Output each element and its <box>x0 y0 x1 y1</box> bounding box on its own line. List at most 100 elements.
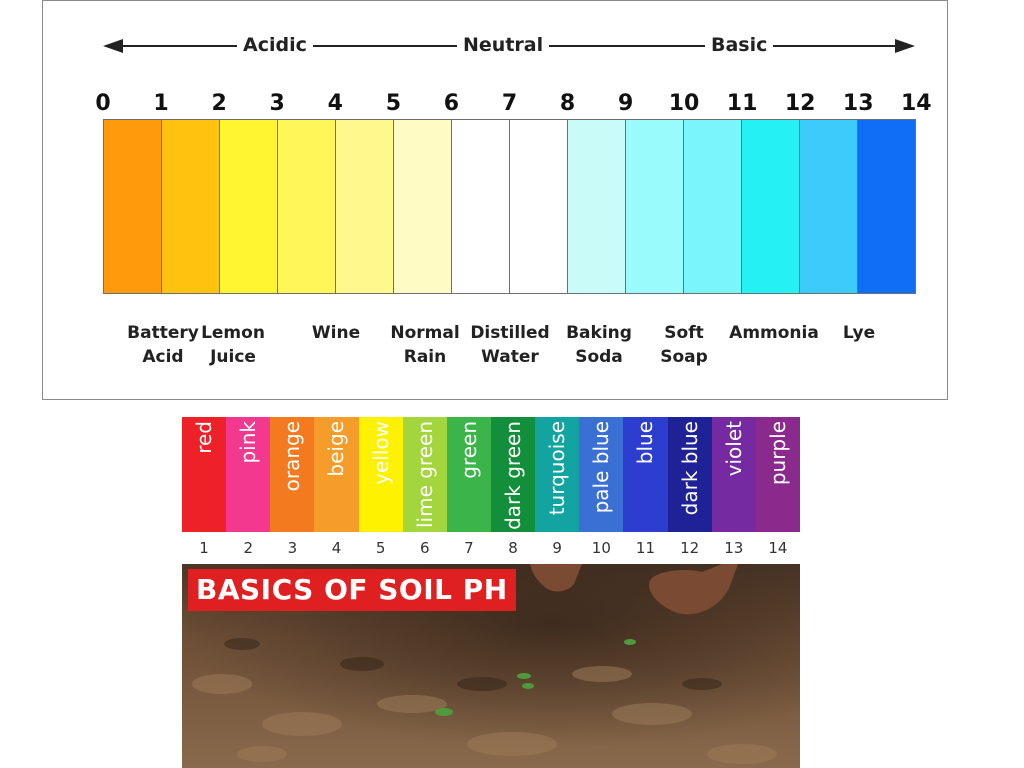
soil-ph-title: BASICS OF SOIL PH <box>188 569 516 611</box>
soil-color-block: dark blue <box>667 417 712 532</box>
soil-color-block: beige <box>314 417 359 532</box>
soil-color-block: turquoise <box>535 417 580 532</box>
soil-number: 3 <box>287 539 298 557</box>
soil-ph-image: red pink orange beige yellow lime green green d… <box>182 417 800 768</box>
soil-clods <box>192 666 777 764</box>
soil-color-name: turquoise <box>545 421 570 516</box>
ph-number: 5 <box>385 91 401 116</box>
soil-color-name: blue <box>633 421 658 465</box>
ph-example-line: Wine <box>311 323 361 343</box>
ph-example-label: Baking Soda <box>554 321 644 369</box>
ph-example-line: Normal <box>390 323 460 343</box>
soil-number: 6 <box>420 539 430 557</box>
ph-example-line: Water <box>481 347 539 367</box>
soil-number: 13 <box>724 539 744 557</box>
soil-color-name: pink <box>236 421 261 464</box>
ph-example-label: Ammonia <box>729 321 819 369</box>
soil-number: 1 <box>199 539 209 557</box>
soil-color-block: pale blue <box>579 417 624 532</box>
ph-example-line: Distilled <box>470 323 550 343</box>
soil-number: 12 <box>680 539 700 557</box>
ph-number: 4 <box>327 91 343 116</box>
ph-examples: Battery Acid Lemon Juice Wine Normal Rain Dist… <box>43 321 949 381</box>
ph-example-line: Juice <box>210 347 256 367</box>
ph-segment <box>278 120 336 293</box>
ph-example-label: Lye <box>814 321 904 369</box>
ph-segment <box>510 120 568 293</box>
soil-color-name: beige <box>324 421 349 477</box>
ph-segment <box>626 120 684 293</box>
ph-number: 8 <box>559 91 576 116</box>
ph-segment <box>568 120 626 293</box>
soil-photo <box>182 564 800 768</box>
ph-number: 10 <box>668 91 700 116</box>
ph-example-line: Soap <box>660 347 708 367</box>
ph-segment <box>800 120 858 293</box>
seedling-icons <box>435 639 636 716</box>
soil-color-block: dark green <box>490 417 536 532</box>
soil-color-name: purple <box>765 421 790 486</box>
ph-example-label: Battery Acid <box>118 321 208 369</box>
soil-color-name: red <box>192 421 217 454</box>
ph-segment <box>220 120 278 293</box>
ph-segment <box>452 120 510 293</box>
soil-color-name: yellow <box>368 421 393 485</box>
ph-segment <box>684 120 742 293</box>
ph-example-label: Normal Rain <box>380 321 470 369</box>
soil-number: 2 <box>243 539 253 557</box>
soil-color-block: yellow <box>358 417 403 532</box>
ph-number: 3 <box>269 91 285 116</box>
ph-segment <box>742 120 800 293</box>
ph-scale-chart: Acidic Neutral Basic 0 1 2 3 4 5 6 7 8 9 10 11 12 13 1… <box>42 0 948 400</box>
ph-example-line: Battery <box>127 323 199 343</box>
soil-color-name: dark blue <box>677 421 702 516</box>
hands-icon <box>530 564 738 615</box>
ph-example-label: Wine <box>291 321 381 369</box>
neutral-label: Neutral <box>457 34 550 56</box>
soil-number: 10 <box>591 539 611 557</box>
ph-number: 11 <box>726 91 758 116</box>
ph-example-line: Acid <box>142 347 184 367</box>
ph-color-bar <box>103 119 916 294</box>
soil-color-block: pink <box>226 417 271 532</box>
acidic-label: Acidic <box>237 34 313 56</box>
ph-example-line: Ammonia <box>729 323 819 343</box>
ph-segment <box>394 120 452 293</box>
ph-example-line: Soft <box>664 323 704 343</box>
ph-example-label: Lemon Juice <box>188 321 278 369</box>
soil-number-strip: 1 2 3 4 5 6 7 8 9 10 11 12 13 14 <box>182 532 800 564</box>
ph-number: 13 <box>842 91 874 116</box>
ph-number: 9 <box>617 91 634 116</box>
soil-color-block: orange <box>270 417 315 532</box>
soil-color-name: lime green <box>412 421 437 529</box>
ph-example-line <box>814 345 904 369</box>
soil-number: 14 <box>768 539 788 557</box>
ph-segment <box>858 120 915 293</box>
ph-example-line <box>729 345 819 369</box>
soil-color-block: violet <box>711 417 756 532</box>
ph-example-line: Baking <box>566 323 632 343</box>
ph-example-line: Soda <box>575 347 623 367</box>
ph-number: 0 <box>95 91 111 116</box>
ph-number: 2 <box>211 91 227 116</box>
soil-color-name: dark green <box>501 421 526 530</box>
arrow-right-icon <box>895 39 915 53</box>
ph-example-line: Lemon <box>201 323 265 343</box>
ph-segment <box>162 120 220 293</box>
ph-example-line: Rain <box>403 347 447 367</box>
ph-number: 7 <box>501 91 518 116</box>
soil-number: 8 <box>508 539 518 557</box>
soil-number: 4 <box>331 539 342 557</box>
soil-color-name: green <box>456 421 481 479</box>
basic-label: Basic <box>705 34 774 56</box>
ph-segment <box>104 120 162 293</box>
soil-number: 7 <box>464 539 474 557</box>
soil-number: 11 <box>635 539 656 557</box>
ph-number-row: 0 1 2 3 4 5 6 7 8 9 10 11 12 13 14 <box>43 91 949 119</box>
arrow-left-icon <box>103 39 123 53</box>
soil-number: 9 <box>552 539 562 557</box>
soil-number: 5 <box>375 539 386 557</box>
soil-color-block: purple <box>755 417 800 532</box>
soil-color-block: lime green <box>402 417 447 532</box>
ph-segment <box>336 120 394 293</box>
